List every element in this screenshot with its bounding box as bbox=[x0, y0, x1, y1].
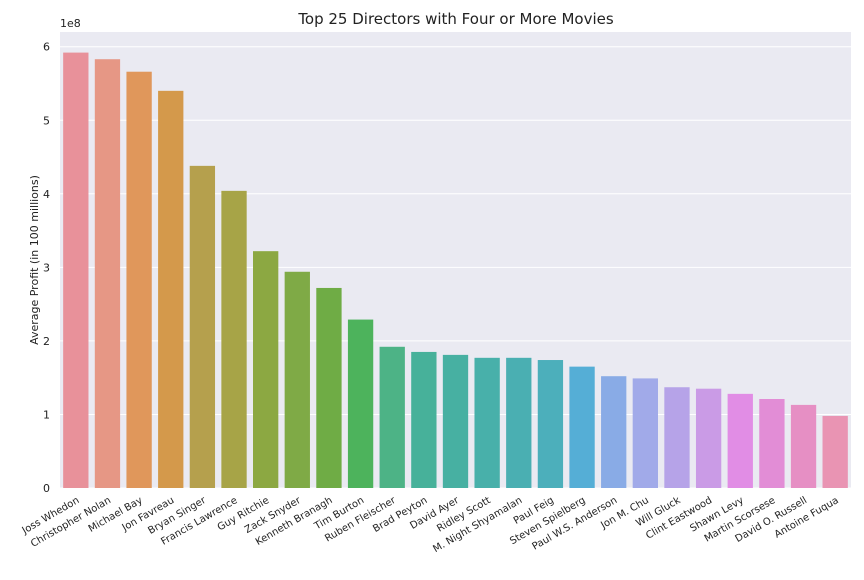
bar bbox=[316, 287, 342, 488]
bar bbox=[506, 357, 532, 488]
bar bbox=[664, 387, 690, 488]
y-tick-label: 3 bbox=[43, 261, 50, 274]
bar bbox=[790, 404, 817, 488]
y-tick-label: 6 bbox=[43, 41, 50, 54]
bar bbox=[695, 388, 722, 488]
bar bbox=[94, 59, 121, 489]
bar bbox=[632, 378, 658, 488]
bar bbox=[126, 71, 152, 488]
bar bbox=[727, 393, 753, 488]
bar bbox=[158, 90, 184, 488]
y-tick-label: 5 bbox=[43, 114, 50, 127]
y-tick-labels: 0 1 2 3 4 5 6 bbox=[43, 41, 50, 495]
y-tick-label: 1 bbox=[43, 408, 50, 421]
bar bbox=[759, 399, 785, 488]
chart-title: Top 25 Directors with Four or More Movie… bbox=[297, 10, 614, 28]
y-axis-label: Average Profit (in 100 millions) bbox=[28, 175, 41, 345]
bar bbox=[537, 360, 564, 488]
bar bbox=[347, 319, 374, 488]
bar bbox=[569, 366, 595, 488]
bar bbox=[411, 351, 437, 488]
bar bbox=[221, 190, 247, 489]
bar bbox=[379, 346, 405, 488]
y-tick-label: 4 bbox=[43, 188, 50, 201]
bar bbox=[442, 354, 469, 488]
bar bbox=[822, 415, 848, 488]
y-axis-offset-label: 1e8 bbox=[60, 17, 81, 30]
bar bbox=[601, 376, 627, 488]
y-tick-label: 0 bbox=[43, 482, 50, 495]
bar bbox=[63, 52, 89, 489]
bar bbox=[284, 271, 310, 488]
bar bbox=[474, 357, 500, 488]
bar bbox=[189, 165, 216, 488]
bar bbox=[253, 251, 279, 488]
y-tick-label: 2 bbox=[43, 335, 50, 348]
bars bbox=[63, 52, 848, 489]
